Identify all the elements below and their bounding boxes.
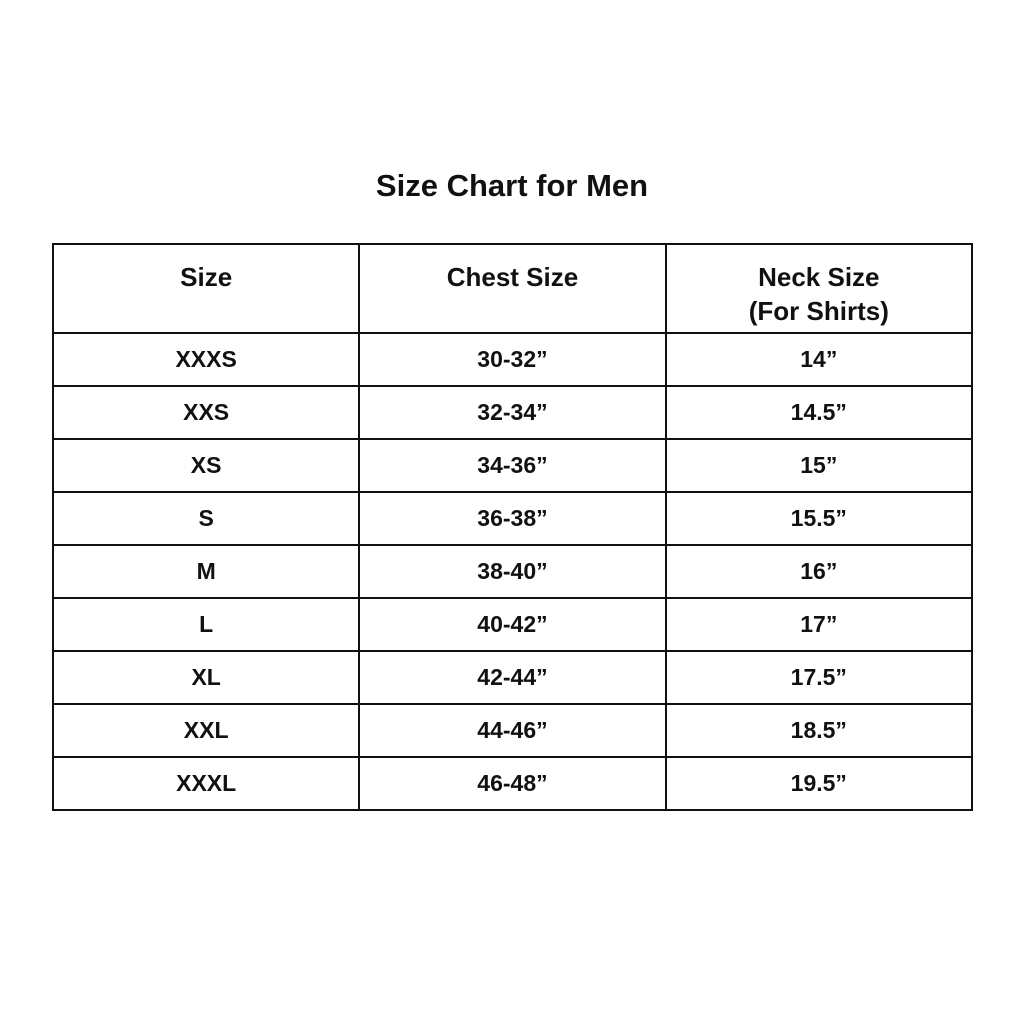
cell-neck-size: 16” xyxy=(664,544,974,599)
table-row: L 40-42” 17” xyxy=(51,597,974,652)
size-chart-table: Size Chest Size Neck Size (For Shirts) XX… xyxy=(51,243,974,811)
header-neck-size: Neck Size (For Shirts) xyxy=(664,243,974,334)
cell-chest-size: 42-44” xyxy=(358,650,667,705)
cell-size: S xyxy=(51,491,361,546)
cell-chest-size: 36-38” xyxy=(358,491,667,546)
cell-neck-size: 15.5” xyxy=(664,491,974,546)
cell-neck-size: 15” xyxy=(664,438,974,493)
header-size: Size xyxy=(51,243,361,334)
cell-size: M xyxy=(51,544,361,599)
cell-size: XXL xyxy=(51,703,361,758)
cell-chest-size: 38-40” xyxy=(358,544,667,599)
table-header-row: Size Chest Size Neck Size (For Shirts) xyxy=(51,243,974,334)
table-row: XXS 32-34” 14.5” xyxy=(51,385,974,440)
cell-size: XL xyxy=(51,650,361,705)
cell-chest-size: 46-48” xyxy=(358,756,667,811)
cell-size: XXXL xyxy=(51,756,361,811)
cell-size: L xyxy=(51,597,361,652)
table-row: XL 42-44” 17.5” xyxy=(51,650,974,705)
cell-size: XXS xyxy=(51,385,361,440)
cell-size: XXXS xyxy=(51,332,361,387)
cell-chest-size: 44-46” xyxy=(358,703,667,758)
cell-chest-size: 30-32” xyxy=(358,332,667,387)
header-neck-size-note: (For Shirts) xyxy=(748,296,889,326)
cell-neck-size: 17” xyxy=(664,597,974,652)
cell-chest-size: 32-34” xyxy=(358,385,667,440)
cell-neck-size: 14.5” xyxy=(664,385,974,440)
cell-neck-size: 19.5” xyxy=(664,756,974,811)
cell-size: XS xyxy=(51,438,361,493)
cell-neck-size: 17.5” xyxy=(664,650,974,705)
header-chest-size: Chest Size xyxy=(358,243,667,334)
cell-chest-size: 40-42” xyxy=(358,597,667,652)
cell-neck-size: 18.5” xyxy=(664,703,974,758)
table-row: M 38-40” 16” xyxy=(51,544,974,599)
page-title: Size Chart for Men xyxy=(375,168,649,203)
table-row: XS 34-36” 15” xyxy=(51,438,974,493)
table-row: S 36-38” 15.5” xyxy=(51,491,974,546)
table-row: XXXS 30-32” 14” xyxy=(51,332,974,387)
table-row: XXL 44-46” 18.5” xyxy=(51,703,974,758)
table-row: XXXL 46-48” 19.5” xyxy=(51,756,974,811)
header-neck-size-label: Neck Size xyxy=(758,262,880,292)
cell-neck-size: 14” xyxy=(664,332,974,387)
cell-chest-size: 34-36” xyxy=(358,438,667,493)
